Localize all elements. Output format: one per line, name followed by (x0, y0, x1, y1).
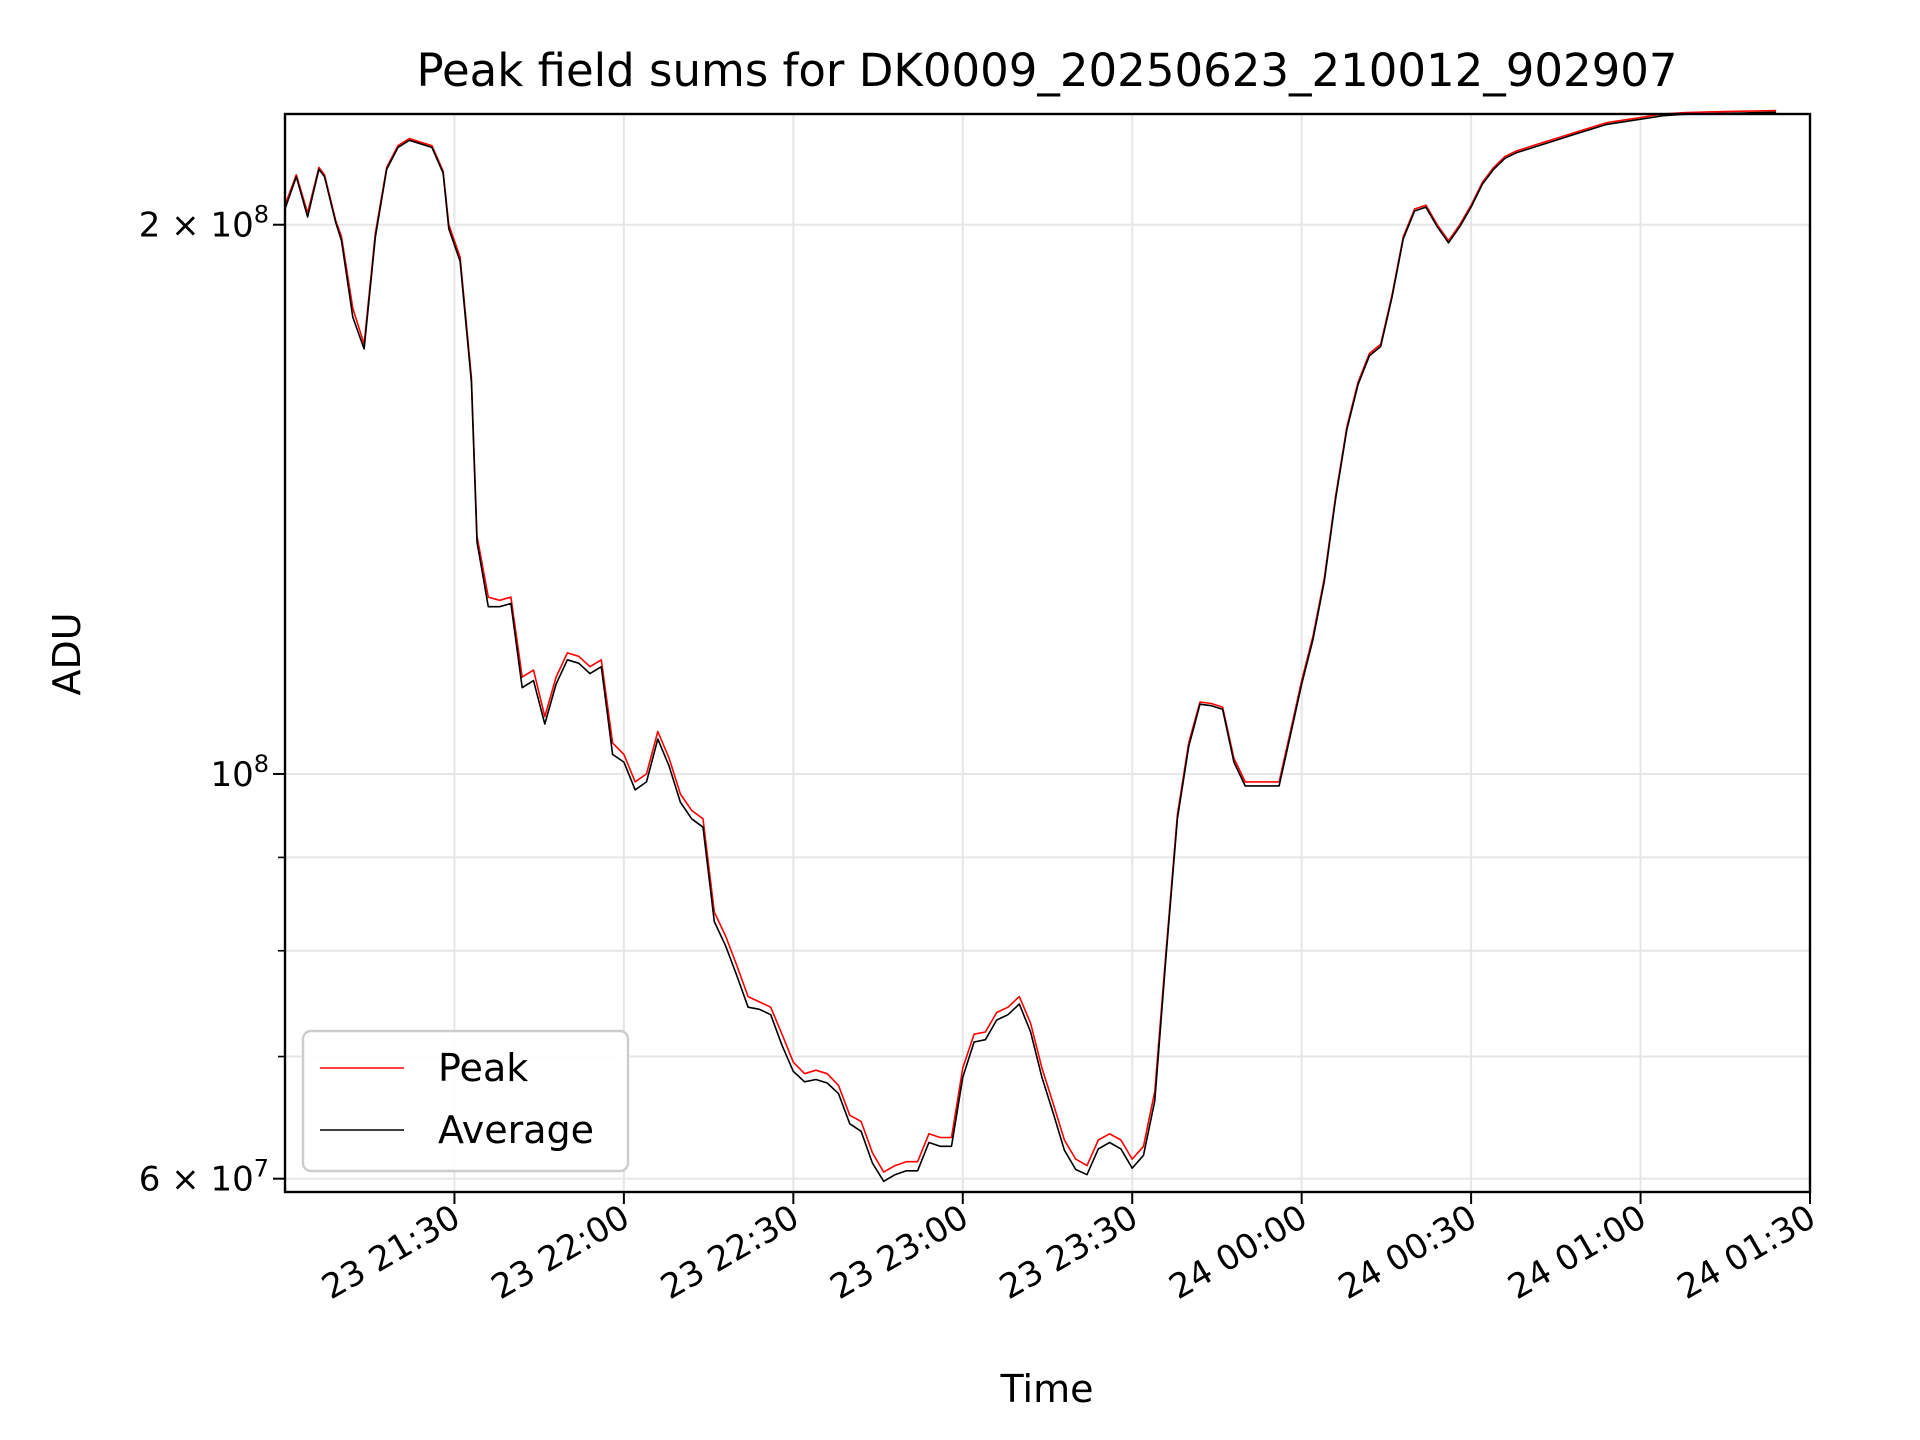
legend-box (301, 1029, 630, 1173)
x-axis-label: Time (1000, 1367, 1094, 1411)
legend: Peak Average (301, 1029, 630, 1173)
legend-label-peak: Peak (438, 1046, 528, 1090)
legend-label-average: Average (438, 1108, 594, 1152)
plot-area-frame (283, 112, 1812, 1194)
y-tick-label: 2 × 108 (139, 201, 269, 246)
series-line-peak (284, 109, 1777, 1173)
y-tick-label: 108 (210, 750, 269, 795)
chart-title: Peak field sums for DK0009_20250623_2100… (416, 44, 1677, 97)
data-series (284, 109, 1777, 1183)
y-tick-label: 6 × 107 (139, 1155, 269, 1200)
series-line-average (284, 111, 1777, 1183)
y-axis-label: ADU (45, 612, 89, 695)
